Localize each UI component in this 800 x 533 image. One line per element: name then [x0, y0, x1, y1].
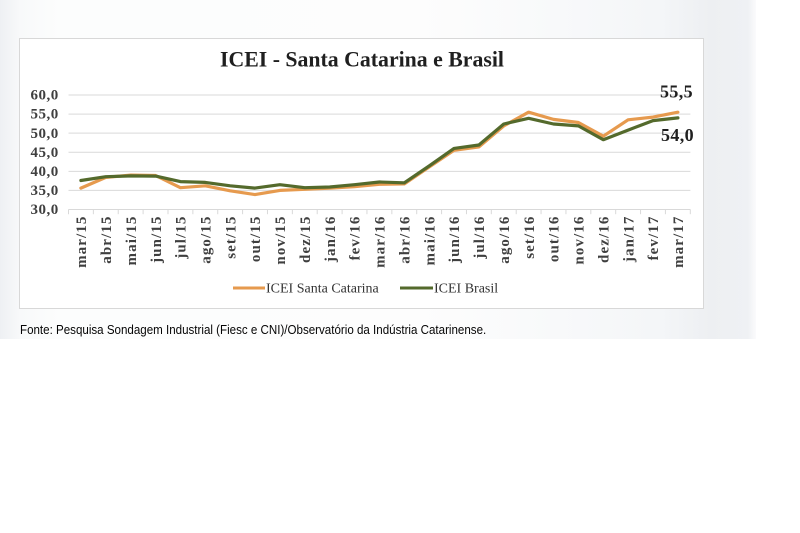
svg-text:fev/16: fev/16	[348, 216, 364, 261]
svg-text:35,0: 35,0	[31, 183, 59, 199]
svg-text:dez/15: dez/15	[298, 216, 314, 263]
svg-text:ICEI Brasil: ICEI Brasil	[434, 281, 498, 296]
svg-text:mar/17: mar/17	[671, 216, 687, 268]
svg-text:30,0: 30,0	[31, 202, 59, 218]
svg-text:mai/15: mai/15	[124, 216, 140, 266]
svg-text:out/16: out/16	[547, 216, 563, 263]
svg-text:50,0: 50,0	[31, 126, 59, 142]
svg-text:mar/15: mar/15	[74, 216, 90, 268]
svg-text:mar/16: mar/16	[373, 216, 389, 268]
svg-text:jan/17: jan/17	[621, 216, 637, 264]
svg-text:ago/15: ago/15	[199, 216, 215, 264]
svg-text:jul/15: jul/15	[174, 216, 190, 260]
svg-text:ICEI - Santa Catarina e Brasil: ICEI - Santa Catarina e Brasil	[220, 48, 504, 72]
svg-text:nov/16: nov/16	[572, 216, 588, 265]
svg-text:60,0: 60,0	[31, 88, 59, 104]
svg-text:55,5: 55,5	[660, 82, 693, 102]
svg-text:ICEI Santa Catarina: ICEI Santa Catarina	[266, 281, 380, 296]
svg-text:jun/15: jun/15	[149, 216, 165, 264]
svg-text:nov/15: nov/15	[273, 216, 289, 265]
svg-text:jul/16: jul/16	[472, 216, 488, 260]
svg-text:dez/16: dez/16	[596, 216, 612, 263]
svg-text:40,0: 40,0	[31, 164, 59, 180]
svg-text:jan/16: jan/16	[323, 216, 339, 264]
svg-text:fev/17: fev/17	[646, 216, 662, 261]
svg-text:abr/16: abr/16	[397, 216, 413, 264]
svg-text:abr/15: abr/15	[99, 216, 115, 264]
svg-text:set/16: set/16	[522, 216, 538, 259]
svg-text:ago/16: ago/16	[497, 216, 513, 264]
svg-text:jun/16: jun/16	[447, 216, 463, 264]
svg-text:mai/16: mai/16	[422, 216, 438, 266]
svg-text:54,0: 54,0	[661, 125, 694, 145]
svg-text:55,0: 55,0	[31, 107, 59, 123]
svg-text:set/15: set/15	[223, 216, 239, 259]
svg-text:out/15: out/15	[248, 216, 264, 263]
svg-text:45,0: 45,0	[31, 145, 59, 161]
